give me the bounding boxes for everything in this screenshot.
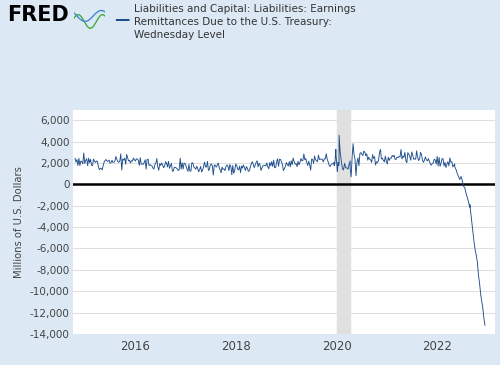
Text: Liabilities and Capital: Liabilities: Earnings
Remittances Due to the U.S. Treas: Liabilities and Capital: Liabilities: Ea… [134, 4, 356, 40]
Text: —: — [114, 12, 130, 27]
Y-axis label: Millions of U.S. Dollars: Millions of U.S. Dollars [14, 166, 24, 278]
Text: FRED: FRED [8, 5, 69, 26]
Bar [336, 110, 350, 334]
